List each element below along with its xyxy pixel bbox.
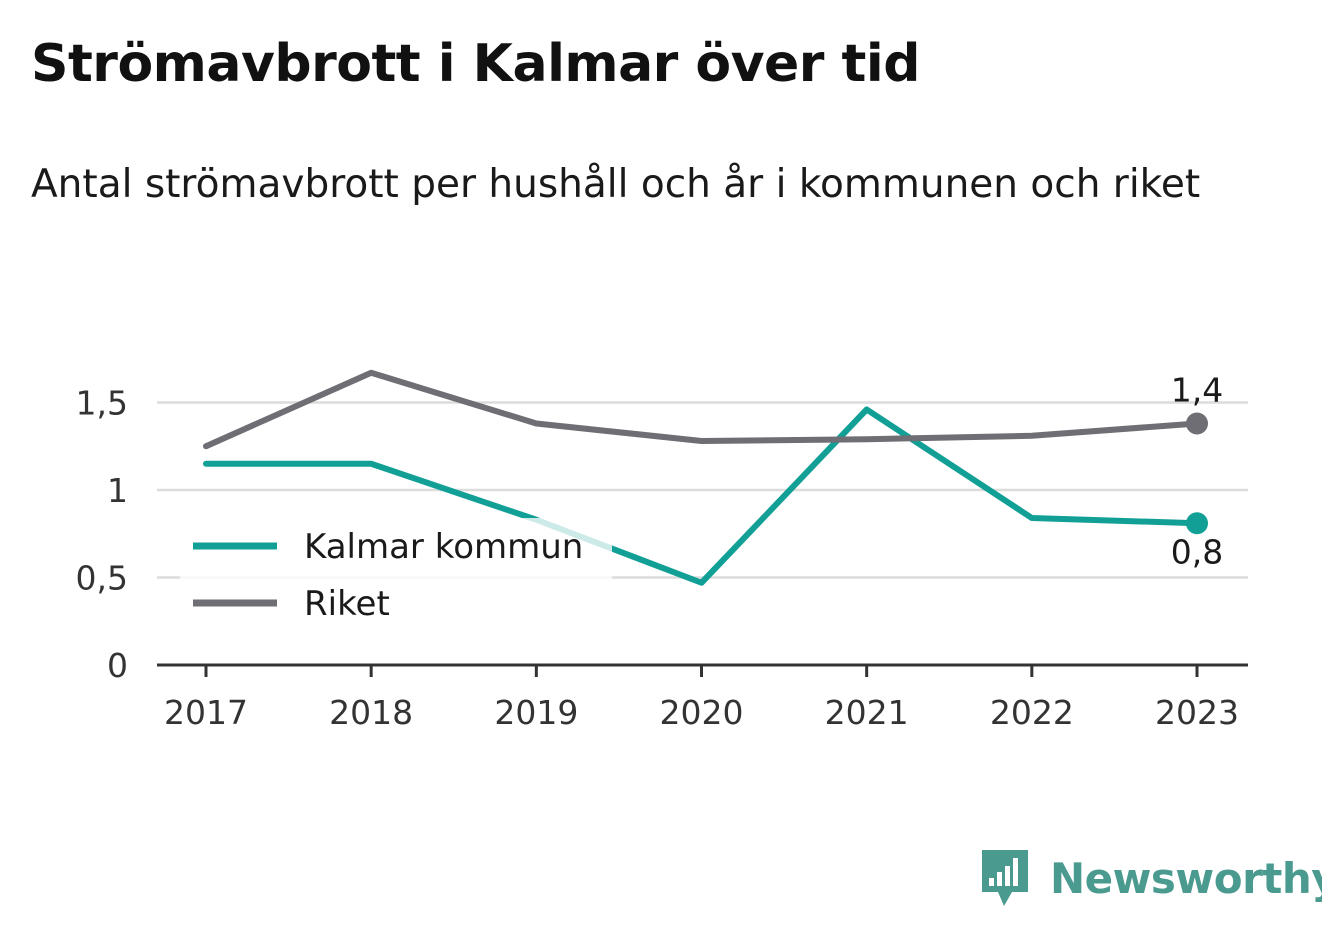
legend-label-1: Riket bbox=[304, 584, 390, 624]
series-line-1 bbox=[203, 369, 1200, 450]
newsworthy-logo-icon bbox=[982, 850, 1028, 906]
chart-title: Strömavbrott i Kalmar över tid bbox=[31, 34, 920, 94]
x-tick-label: 2017 bbox=[164, 693, 248, 732]
legend: Kalmar kommun Riket bbox=[180, 518, 612, 630]
end-marker-1 bbox=[1186, 412, 1208, 435]
brand-name: Newsworthy bbox=[1050, 853, 1322, 903]
series-line-0 bbox=[203, 406, 1200, 586]
y-tick-label: 0,5 bbox=[76, 559, 128, 598]
y-tick-label: 1 bbox=[107, 471, 128, 510]
x-tick-label: 2019 bbox=[494, 693, 578, 732]
x-tick-label: 2022 bbox=[990, 693, 1074, 732]
end-markers: 0,8 1,4 bbox=[1171, 371, 1223, 572]
x-tick-label: 2018 bbox=[329, 693, 413, 732]
x-axis: 2017 2018 2019 2020 2021 2022 2023 bbox=[157, 663, 1248, 732]
end-value-label-1: 1,4 bbox=[1171, 371, 1223, 410]
y-tick-label: 0 bbox=[107, 646, 128, 685]
brand: Newsworthy bbox=[980, 848, 1322, 908]
x-tick-label: 2021 bbox=[825, 693, 909, 732]
end-value-label-0: 0,8 bbox=[1171, 532, 1223, 571]
legend-label-0: Kalmar kommun bbox=[304, 527, 583, 567]
y-axis-ticks: 0 0,5 1 1,5 bbox=[76, 384, 128, 686]
y-tick-label: 1,5 bbox=[76, 384, 128, 423]
chart-subtitle: Antal strömavbrott per hushåll och år i … bbox=[31, 162, 1201, 207]
x-tick-label: 2023 bbox=[1155, 693, 1239, 732]
end-marker-0 bbox=[1186, 512, 1208, 535]
x-tick-label: 2020 bbox=[660, 693, 744, 732]
series-lines bbox=[203, 369, 1200, 586]
